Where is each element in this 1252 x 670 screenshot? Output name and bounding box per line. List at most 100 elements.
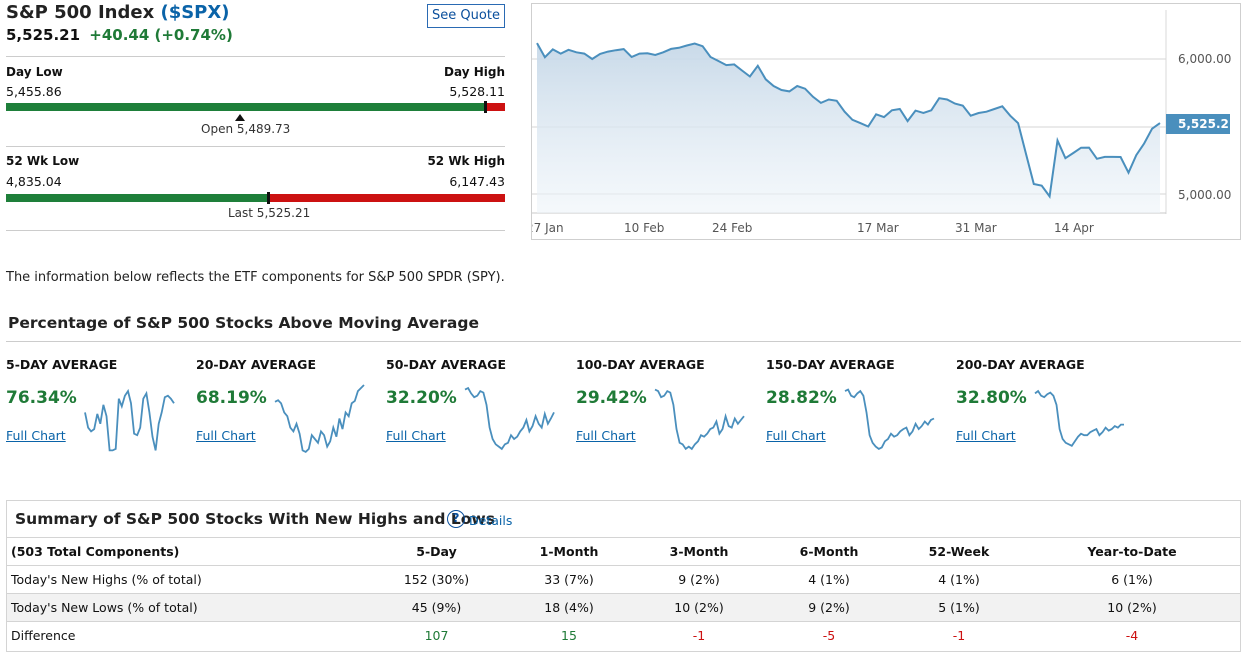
sparkline[interactable] [652,379,747,461]
index-symbol-link[interactable]: ($SPX) [160,2,230,23]
difference-cell: -5 [764,621,894,650]
highs-lows-summary: Summary of S&P 500 Stocks With New Highs… [6,500,1241,652]
sparkline[interactable] [82,379,177,461]
column-header: 3-Month [634,537,764,566]
ma-title: 150-DAY AVERAGE [766,357,895,372]
ma-value: 76.34% [6,388,77,408]
ma-title: 50-DAY AVERAGE [386,357,506,372]
table-cell: 10 (2%) [634,593,764,622]
open-marker-icon [235,114,245,121]
divider [6,230,505,231]
sparkline-line [274,384,365,453]
sparkline[interactable] [1032,379,1127,461]
table-row: Today's New Highs (% of total) 152 (30%)… [7,565,1240,594]
sparkline[interactable] [462,379,557,461]
full-chart-link[interactable]: Full Chart [196,428,256,443]
day-high-label: Day High [444,65,505,79]
current-price-label: 5,525.21 [1178,117,1237,131]
difference-cell: -1 [894,621,1024,650]
week52-low-label: 52 Wk Low [6,154,80,168]
table-cell: 4 (1%) [894,565,1024,594]
full-chart-link[interactable]: Full Chart [956,428,1016,443]
row-label: Today's New Highs (% of total) [7,565,369,594]
price-chart[interactable]: 6,000.00 5,000.00 5,525.21 27 Jan 10 Feb… [526,3,1241,240]
day-low-label: Day Low [6,65,63,79]
day-range-bar-red [486,103,505,111]
ma-title: 200-DAY AVERAGE [956,357,1085,372]
ma-5day: 5-DAY AVERAGE 76.34% Full Chart [6,357,194,467]
sparkline-line [464,386,555,451]
ma-50day: 50-DAY AVERAGE 32.20% Full Chart [386,357,574,467]
details-link[interactable]: Details [469,513,513,528]
day-low-value: 5,455.86 [6,84,62,99]
ma-200day: 200-DAY AVERAGE 32.80% Full Chart [956,357,1144,467]
column-header: 6-Month [764,537,894,566]
difference-cell: 107 [369,621,504,650]
y-tick-label: 6,000.00 [1178,52,1231,66]
row-label: Difference [7,621,369,650]
table-header-row: (503 Total Components) 5-Day 1-Month 3-M… [7,537,1240,566]
summary-table: (503 Total Components) 5-Day 1-Month 3-M… [7,537,1240,650]
row-label: Today's New Lows (% of total) [7,593,369,622]
divider [6,341,1241,342]
full-chart-link[interactable]: Full Chart [766,428,826,443]
table-row: Today's New Lows (% of total) 45 (9%) 18… [7,593,1240,622]
full-chart-link[interactable]: Full Chart [6,428,66,443]
ma-value: 28.82% [766,388,837,408]
table-cell: 152 (30%) [369,565,504,594]
sparkline[interactable] [842,379,937,461]
x-tick-label: 24 Feb [712,221,752,235]
index-price-line: 5,525.21 +40.44 (+0.74%) [6,26,233,44]
x-tick-label: 17 Mar [857,221,899,235]
summary-title: Summary of S&P 500 Stocks With New Highs… [15,510,495,528]
full-chart-link[interactable]: Full Chart [576,428,636,443]
week52-high-value: 6,147.43 [449,174,505,189]
column-header: 5-Day [369,537,504,566]
ma-value: 29.42% [576,388,647,408]
week52-low-value: 4,835.04 [6,174,62,189]
see-quote-button[interactable]: See Quote [427,4,505,28]
table-cell: 33 (7%) [504,565,634,594]
x-tick-label: 31 Mar [955,221,997,235]
ma-value: 68.19% [196,388,267,408]
price-change: +40.44 (+0.74%) [89,26,233,44]
x-tick-label: 10 Feb [624,221,664,235]
table-cell: 5 (1%) [894,593,1024,622]
table-cell: 9 (2%) [634,565,764,594]
table-cell: 4 (1%) [764,565,894,594]
table-cell: 45 (9%) [369,593,504,622]
week52-range-bar-red [268,194,505,202]
table-row: Difference 107 15 -1 -5 -1 -4 [7,621,1240,650]
column-header: 52-Week [894,537,1024,566]
table-cell: 10 (2%) [1024,593,1240,622]
help-circle-icon[interactable]: ? [447,510,465,528]
divider [6,56,505,57]
day-high-value: 5,528.11 [449,84,505,99]
sparkline-line [1034,389,1124,447]
price-chart-svg: 6,000.00 5,000.00 5,525.21 27 Jan 10 Feb… [526,10,1237,235]
week52-range-bar-green [6,194,268,202]
x-tick-label: 27 Jan [532,221,564,235]
current-price-badge [1166,114,1230,134]
index-name: S&P 500 Index [6,2,155,23]
etf-info-text: The information below reflects the ETF c… [6,270,505,285]
ma-title: 20-DAY AVERAGE [196,357,316,372]
sparkline-line [654,388,745,451]
index-title: S&P 500 Index ($SPX) [6,2,229,23]
sparkline-line [844,388,935,450]
ma-20day: 20-DAY AVERAGE 68.19% Full Chart [196,357,384,467]
x-tick-label: 14 Apr [1054,221,1094,235]
week52-last-tick [267,192,270,204]
sparkline[interactable] [272,379,367,461]
table-cell: 9 (2%) [764,593,894,622]
day-range-bar-green [6,103,486,111]
difference-cell: -1 [634,621,764,650]
ma-value: 32.20% [386,388,457,408]
ma-value: 32.80% [956,388,1027,408]
full-chart-link[interactable]: Full Chart [386,428,446,443]
y-tick-label: 5,000.00 [1178,188,1231,202]
difference-cell: 15 [504,621,634,650]
difference-cell: -4 [1024,621,1240,650]
day-last-tick [484,101,487,113]
ma-150day: 150-DAY AVERAGE 28.82% Full Chart [766,357,954,467]
